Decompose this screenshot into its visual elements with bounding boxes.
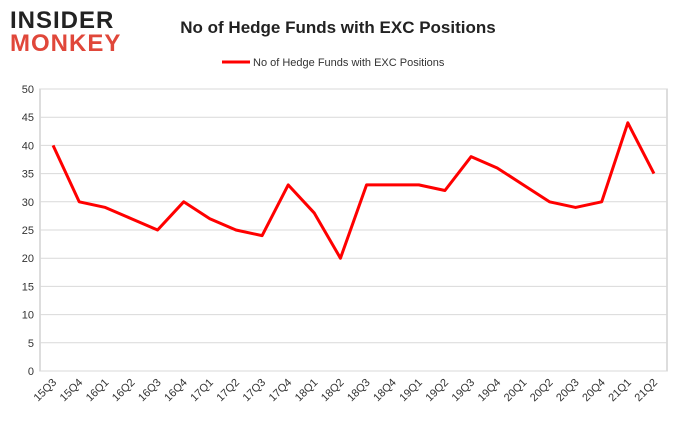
x-tick-label: 16Q1 [84, 377, 112, 405]
x-tick-label: 19Q4 [476, 377, 504, 405]
logo-line1: INSIDER [10, 7, 114, 34]
x-tick-label: 15Q4 [58, 377, 86, 405]
x-tick-label: 20Q4 [580, 377, 608, 405]
legend-label: No of Hedge Funds with EXC Positions [253, 57, 445, 69]
y-tick-label: 50 [22, 84, 34, 96]
x-tick-label: 17Q3 [241, 377, 269, 405]
x-tick-label: 17Q2 [215, 377, 243, 405]
x-tick-label: 18Q1 [293, 377, 321, 405]
x-tick-label: 17Q1 [188, 377, 216, 405]
x-tick-label: 21Q1 [606, 377, 634, 405]
x-tick-label: 16Q2 [110, 377, 138, 405]
x-tick-label: 20Q1 [502, 377, 530, 405]
y-tick-label: 0 [28, 366, 34, 378]
x-tick-label: 16Q3 [136, 377, 164, 405]
x-tick-label: 18Q2 [319, 377, 347, 405]
chart-title: No of Hedge Funds with EXC Positions [180, 18, 495, 37]
x-tick-label: 18Q4 [371, 377, 399, 405]
x-tick-label: 19Q3 [450, 377, 478, 405]
y-tick-label: 10 [22, 310, 34, 322]
y-tick-label: 35 [22, 169, 34, 181]
x-tick-label: 18Q3 [345, 377, 373, 405]
y-tick-label: 25 [22, 225, 34, 237]
x-tick-label: 19Q1 [397, 377, 425, 405]
y-tick-label: 20 [22, 253, 34, 265]
y-tick-label: 45 [22, 112, 34, 124]
y-tick-label: 15 [22, 281, 34, 293]
x-tick-label: 20Q3 [554, 377, 582, 405]
x-tick-label: 21Q2 [633, 377, 661, 405]
y-tick-label: 30 [22, 197, 34, 209]
x-tick-label: 20Q2 [528, 377, 556, 405]
x-tick-label: 19Q2 [424, 377, 452, 405]
x-tick-label: 15Q3 [32, 377, 60, 405]
y-tick-label: 5 [28, 338, 34, 350]
y-tick-label: 40 [22, 140, 34, 152]
x-tick-label: 17Q4 [267, 377, 295, 405]
data-line [51, 121, 656, 260]
logo-line2: MONKEY [10, 30, 121, 57]
x-tick-label: 16Q4 [162, 377, 190, 405]
